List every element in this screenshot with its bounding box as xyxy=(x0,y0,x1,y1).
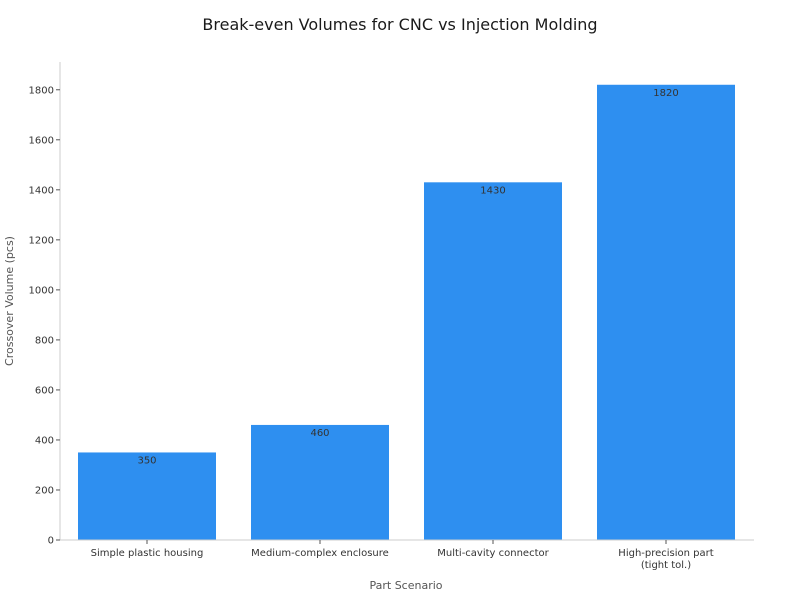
data-label: 1430 xyxy=(480,185,505,196)
y-tick-label: 0 xyxy=(48,536,54,547)
y-tick-label: 400 xyxy=(35,435,54,446)
y-tick-label: 1800 xyxy=(29,85,54,96)
x-tick-label: Multi-cavity connector xyxy=(437,548,549,559)
y-tick-label: 1600 xyxy=(29,135,54,146)
x-axis: Simple plastic housing Medium-complex enc… xyxy=(60,539,754,571)
x-axis-title: Part Scenario xyxy=(369,579,442,592)
bars-layer: 350 460 1430 1820 xyxy=(78,84,735,540)
y-axis-title: Crossover Volume (pcs) xyxy=(3,236,16,366)
bar xyxy=(251,424,389,540)
chart-title: Break-even Volumes for CNC vs Injection … xyxy=(202,15,598,34)
bar xyxy=(424,182,562,540)
y-tick-label: 600 xyxy=(35,385,54,396)
y-tick-label: 1000 xyxy=(29,285,54,296)
bar xyxy=(78,452,216,540)
bar xyxy=(597,84,735,540)
y-tick-label: 200 xyxy=(35,485,54,496)
data-label: 350 xyxy=(137,455,156,466)
x-tick-label: Simple plastic housing xyxy=(91,548,204,559)
data-label: 460 xyxy=(310,428,329,439)
x-tick-label: High-precision part (tight tol.) xyxy=(618,548,713,571)
x-tick-label: Medium-complex enclosure xyxy=(251,548,389,559)
y-axis: 0 200 400 600 800 1000 1200 1400 1600 1800 xyxy=(29,62,61,547)
y-tick-label: 800 xyxy=(35,335,54,346)
y-tick-label: 1400 xyxy=(29,185,54,196)
y-tick-label: 1200 xyxy=(29,235,54,246)
data-label: 1820 xyxy=(653,88,678,99)
